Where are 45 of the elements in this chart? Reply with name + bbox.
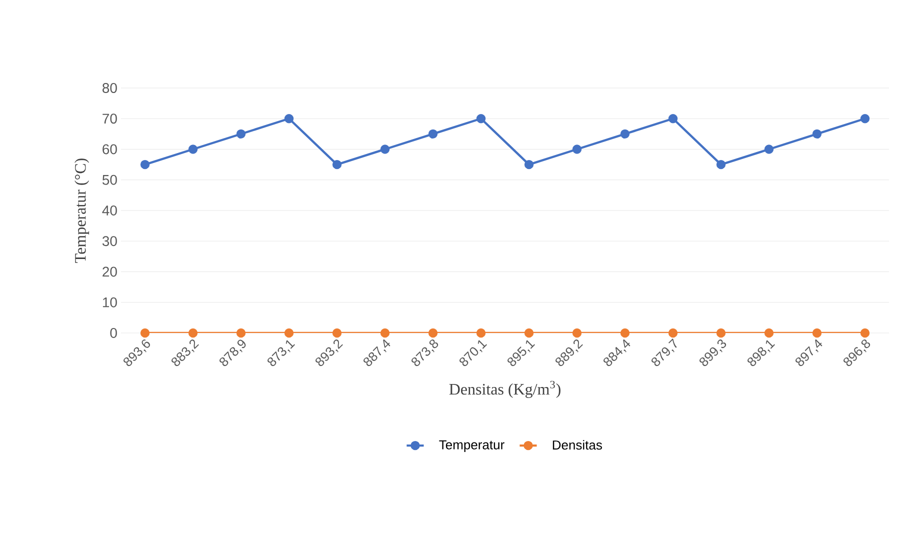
point [572, 328, 582, 338]
point [236, 129, 246, 139]
legend-label: Densitas [552, 440, 602, 450]
point [428, 328, 438, 338]
y-tick-label: 20 [102, 266, 117, 277]
point [476, 114, 486, 124]
point [764, 144, 774, 154]
point [764, 328, 774, 338]
y-tick-label: 0 [110, 328, 117, 338]
point [140, 160, 150, 170]
point [428, 129, 438, 139]
point [620, 129, 630, 139]
y-tick-label: 40 [102, 206, 117, 216]
point [620, 328, 630, 338]
point [716, 328, 726, 338]
point [668, 114, 678, 124]
y-tick-label: 70 [102, 114, 117, 124]
x-axis-title: Densitas (Kg/m$^{3}$) [449, 380, 560, 398]
y-tick-label: 50 [102, 174, 117, 185]
point [236, 328, 246, 338]
point [380, 328, 390, 338]
point [860, 114, 870, 124]
y-tick-label: 30 [102, 236, 117, 246]
point [380, 144, 390, 154]
y-axis-title: Temperatur (°C) [74, 158, 90, 263]
point [524, 328, 534, 338]
point [188, 144, 198, 154]
y-tick-label: 10 [102, 297, 117, 308]
y-tick-label: 80 [102, 83, 117, 93]
point [812, 328, 822, 338]
point [716, 160, 726, 170]
y-tick-label: 60 [102, 144, 117, 154]
point [524, 160, 534, 170]
legend-label: Temperatur [439, 440, 504, 452]
point [284, 328, 294, 338]
point [668, 328, 678, 338]
point [140, 328, 150, 338]
point [332, 328, 342, 338]
point [332, 160, 342, 170]
point [572, 144, 582, 154]
point [284, 114, 294, 124]
point [812, 129, 822, 139]
point [476, 328, 486, 338]
point [860, 328, 870, 338]
point [188, 328, 198, 338]
